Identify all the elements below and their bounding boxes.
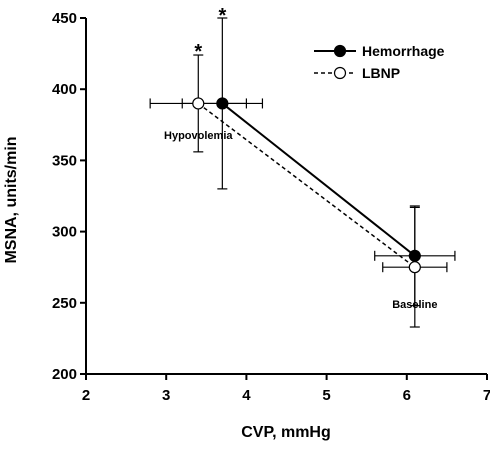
significance-star: * bbox=[218, 5, 226, 27]
x-ticks: 2 3 4 5 6 7 bbox=[82, 374, 490, 404]
y-tick-label: 400 bbox=[52, 81, 77, 98]
x-tick-label: 7 bbox=[483, 387, 490, 404]
x-tick-label: 4 bbox=[242, 387, 251, 404]
legend-hemorrhage-marker bbox=[333, 44, 347, 58]
significance-star: * bbox=[194, 41, 202, 63]
series-line-lbnp bbox=[197, 102, 416, 268]
point-hemorrhage-0 bbox=[216, 97, 229, 110]
legend-lbnp-marker bbox=[333, 66, 347, 80]
annotation-hypovolemia: Hypovolemia bbox=[164, 130, 233, 142]
legend-hemorrhage-label: Hemorrhage bbox=[362, 43, 445, 59]
y-tick-label: 250 bbox=[52, 295, 77, 312]
y-axis-title: MSNA, units/min bbox=[3, 136, 20, 263]
x-tick-label: 2 bbox=[82, 387, 90, 404]
y-tick-label: 200 bbox=[52, 366, 77, 383]
legend: Hemorrhage LBNP bbox=[314, 43, 445, 81]
axes bbox=[85, 18, 487, 375]
x-tick-label: 5 bbox=[322, 387, 330, 404]
annotation-baseline: Baseline bbox=[392, 299, 437, 311]
series-line-hemorrhage bbox=[221, 102, 416, 257]
x-tick-label: 6 bbox=[403, 387, 411, 404]
legend-lbnp-label: LBNP bbox=[362, 65, 400, 81]
point-hemorrhage-1 bbox=[408, 249, 421, 262]
y-ticks: 200 250 300 350 400 450 bbox=[52, 10, 86, 383]
y-tick-label: 350 bbox=[52, 152, 77, 169]
plot-area: Hypovolemia Baseline * * bbox=[149, 5, 456, 328]
x-tick-label: 3 bbox=[162, 387, 170, 404]
point-lbnp-1 bbox=[408, 261, 421, 274]
x-axis-title: CVP, mmHg bbox=[241, 424, 331, 441]
point-lbnp-0 bbox=[192, 97, 205, 110]
y-tick-label: 300 bbox=[52, 224, 77, 241]
y-tick-label: 450 bbox=[52, 10, 77, 27]
